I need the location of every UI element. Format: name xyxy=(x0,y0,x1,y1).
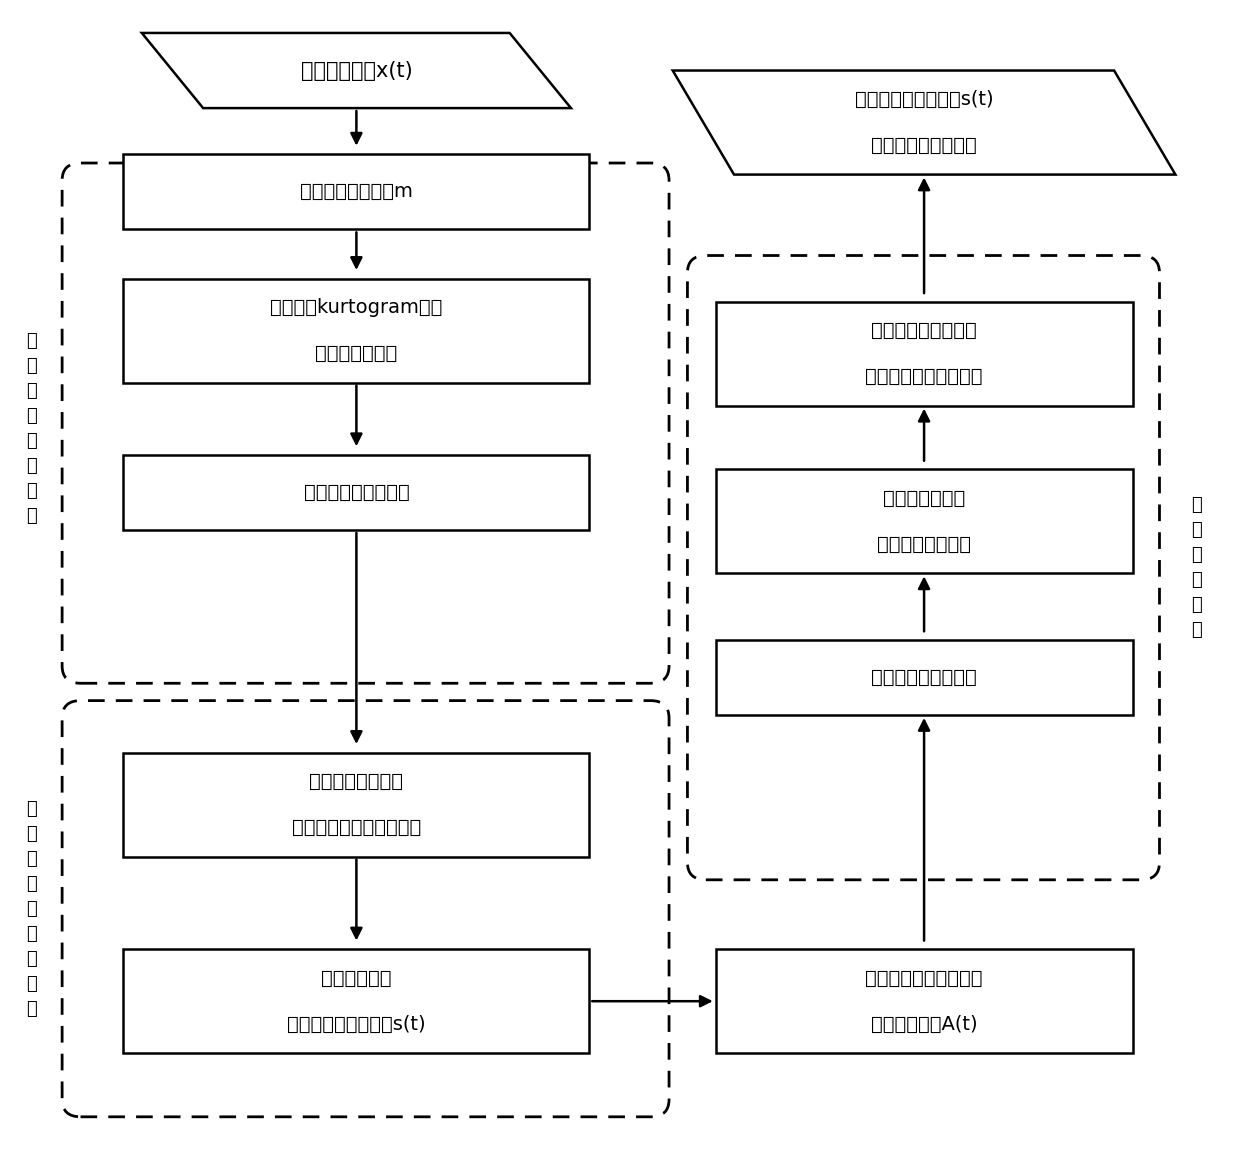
Text: 利用快速kurtogram算法: 利用快速kurtogram算法 xyxy=(270,298,443,317)
Text: 确定频域划分层数m: 确定频域划分层数m xyxy=(300,183,413,201)
Bar xyxy=(715,302,1132,406)
Text: 计算包络平均峰峰值: 计算包络平均峰峰值 xyxy=(872,668,977,687)
Text: 碰
摩
故
障
诊
断: 碰 摩 故 障 诊 断 xyxy=(1190,496,1202,639)
Polygon shape xyxy=(673,70,1176,174)
Text: 利用信号分解方法: 利用信号分解方法 xyxy=(310,772,403,791)
Text: 输出周期性冲击信号s(t): 输出周期性冲击信号s(t) xyxy=(854,90,993,109)
Bar xyxy=(124,278,589,383)
Text: 包络主分量的频率: 包络主分量的频率 xyxy=(877,535,971,553)
Text: 重构周期性冲击成分s(t): 重构周期性冲击成分s(t) xyxy=(288,1014,425,1033)
Bar xyxy=(715,949,1132,1053)
Text: 及碰摩故障诊断结果: 及碰摩故障诊断结果 xyxy=(872,136,977,154)
Text: 冲
击
成
分
频
带
选
取: 冲 击 成 分 频 带 选 取 xyxy=(26,332,37,525)
Text: 冲击信号包络A(t): 冲击信号包络A(t) xyxy=(870,1014,977,1033)
Bar xyxy=(124,154,589,229)
Polygon shape xyxy=(141,33,570,108)
Text: 及主分量频率诊断故障: 及主分量频率诊断故障 xyxy=(866,367,983,386)
Bar xyxy=(124,752,589,856)
Text: 基于包络平均峰峰值: 基于包络平均峰峰值 xyxy=(872,322,977,340)
Text: 输入振动信号x(t): 输入振动信号x(t) xyxy=(300,61,412,81)
Bar xyxy=(124,949,589,1053)
Text: 叠加谐波分量: 叠加谐波分量 xyxy=(321,969,392,987)
Text: 利用希尔伯特变换提取: 利用希尔伯特变换提取 xyxy=(866,969,983,987)
Text: 得到谱峭度图谱: 得到谱峭度图谱 xyxy=(315,344,398,363)
Text: 根据包络谱确定: 根据包络谱确定 xyxy=(883,489,965,508)
Text: 确定谱峭度最大频带: 确定谱峭度最大频带 xyxy=(304,483,409,502)
Text: 周
期
性
冲
击
成
分
重
构: 周 期 性 冲 击 成 分 重 构 xyxy=(26,800,37,1018)
Bar xyxy=(715,469,1132,573)
Bar xyxy=(715,640,1132,715)
Text: 分解所选频带内的谐波簇: 分解所选频带内的谐波簇 xyxy=(291,818,422,837)
Bar xyxy=(124,455,589,530)
